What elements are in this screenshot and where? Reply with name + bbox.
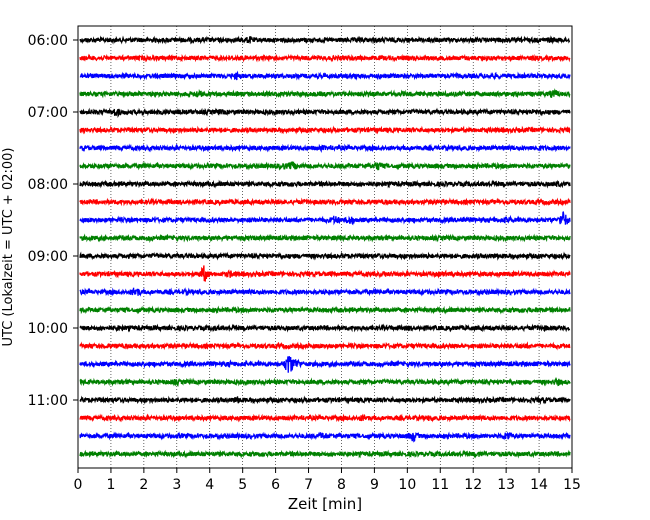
x-tick-label: 7 [304,477,313,493]
trace-0830 [79,211,571,226]
y-tick-label: 08:00 [28,177,68,193]
trace-0730 [79,143,571,153]
trace-0600 [79,35,571,45]
trace-0815 [79,197,571,207]
trace-1145 [79,449,571,459]
x-tick-label: 8 [337,477,346,493]
trace-0915 [79,265,571,282]
x-tick-label: 6 [271,477,280,493]
y-tick-label: 09:00 [28,249,68,265]
trace-1115 [79,413,571,423]
x-tick-label: 10 [398,477,416,493]
y-axis: 06:00 07:00 08:00 09:00 10:00 11:00 [28,33,78,409]
x-tick-label: 3 [172,477,181,493]
trace-0745 [79,161,571,171]
trace-1045 [79,376,571,387]
plot-frame [77,25,573,469]
trace-0845 [79,233,571,244]
y-tick-label: 10:00 [28,321,68,337]
trace-0630 [79,70,571,81]
y-tick-label: 06:00 [28,33,68,49]
x-axis-label: Zeit [min] [288,495,362,513]
y-axis-label: UTC (Lokalzeit = UTC + 02:00) [1,148,16,347]
x-axis: 0 1 2 3 4 5 6 7 8 9 10 11 12 13 14 15 [74,468,581,493]
y-tick-label: 11:00 [28,393,68,409]
trace-1015 [79,341,571,351]
trace-0715 [79,125,571,135]
x-tick-label: 13 [497,477,515,493]
x-tick-label: 5 [238,477,247,493]
x-tick-label: 12 [464,477,482,493]
trace-1100 [79,395,571,405]
trace-0700 [79,107,571,119]
x-tick-label: 15 [563,477,581,493]
y-tick-label: 07:00 [28,105,68,121]
x-tick-label: 9 [370,477,379,493]
trace-0945 [79,305,571,315]
trace-1130 [79,431,571,443]
x-tick-label: 4 [205,477,214,493]
traces [79,35,571,459]
x-tick-label: 2 [139,477,148,493]
x-tick-label: 11 [431,477,449,493]
plot-area [78,26,572,468]
trace-0900 [79,251,571,261]
trace-0800 [79,179,571,189]
x-tick-label: 1 [106,477,115,493]
trace-0930 [79,287,571,297]
x-tick-label: 14 [530,477,548,493]
trace-0615 [79,53,571,63]
trace-0645 [79,88,571,99]
x-tick-label: 0 [74,477,83,493]
trace-1030 [79,356,571,373]
trace-1000 [79,323,571,333]
